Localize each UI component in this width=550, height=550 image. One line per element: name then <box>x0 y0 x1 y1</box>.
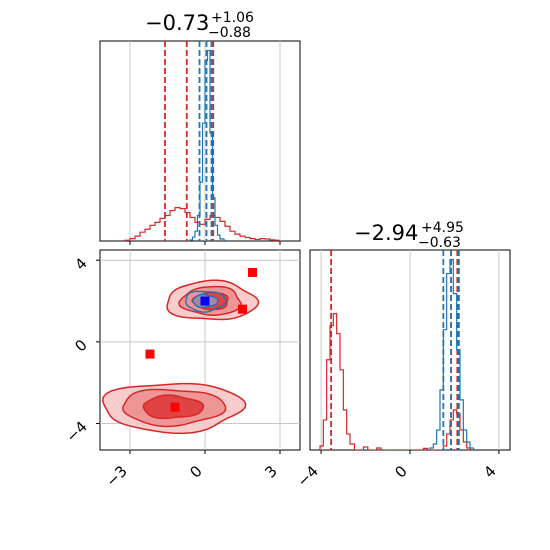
bl-xtick-label-2: 3 <box>261 462 280 481</box>
title-left-value: −0.73 <box>145 11 209 35</box>
panel-bottom-right-title: −2.94 +4.95 −0.63 <box>354 220 464 251</box>
tl-series-0-step <box>124 207 281 241</box>
panel-bottom-right-marks <box>319 250 475 450</box>
bl-blue-square <box>200 296 210 306</box>
panel-top-left-histogram: −0.73 +1.06 −0.88 <box>99 10 301 245</box>
title-right-lower: −0.63 <box>418 235 461 251</box>
panel-bottom-left-frame <box>99 249 301 451</box>
bl-red-square-1 <box>145 349 155 359</box>
bl-red-square-0 <box>170 402 180 412</box>
panel-bottom-left-contour: −3 0 3 −4 0 4 <box>62 249 301 490</box>
bl-blue-contour-0 <box>185 290 227 313</box>
bl-ytick-label-2: 4 <box>71 254 90 273</box>
panel-bottom-right-grid <box>320 250 500 450</box>
title-left-lower: −0.88 <box>208 25 251 41</box>
bl-xtick-label-1: 0 <box>186 462 205 481</box>
bl-xtick-label-0: −3 <box>102 462 130 490</box>
title-right-upper: +4.95 <box>421 220 464 236</box>
title-right-value: −2.94 <box>354 221 418 245</box>
title-left-upper: +1.06 <box>211 10 254 26</box>
tl-series-1-step <box>189 49 226 241</box>
bl-red-square-2 <box>238 304 247 314</box>
panel-bottom-right-histogram: −4 0 4 −2.94 +4.95 −0.63 <box>294 220 511 490</box>
br-xtick-label-0: −4 <box>294 462 322 490</box>
panel-bottom-right-ticks: −4 0 4 <box>294 450 500 490</box>
br-xtick-label-1: 0 <box>391 462 410 481</box>
panel-top-left-title: −0.73 +1.06 −0.88 <box>145 10 254 41</box>
br-xtick-label-2: 4 <box>480 462 499 481</box>
br-series-1-step <box>429 258 475 450</box>
bl-ytick-label-0: −4 <box>62 418 90 446</box>
panel-top-left-marks <box>124 41 281 241</box>
bl-ytick-label-1: 0 <box>71 336 90 355</box>
panel-top-left-ticks <box>129 241 281 245</box>
panel-bottom-left-marks <box>101 267 260 435</box>
panel-bottom-left-ticks: −3 0 3 −4 0 4 <box>62 254 280 490</box>
br-series-0-step <box>319 313 472 450</box>
bl-red-square-3 <box>248 267 257 277</box>
